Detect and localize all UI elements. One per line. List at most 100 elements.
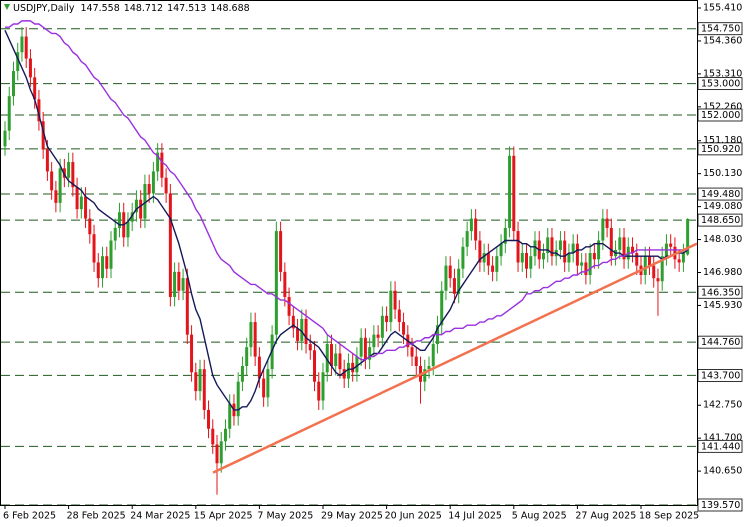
candle-body	[117, 212, 121, 228]
trend-line	[212, 242, 698, 474]
level-label: 146.350	[701, 287, 740, 298]
candle-body	[190, 334, 194, 373]
level-label: 144.760	[701, 337, 740, 348]
candle-body	[601, 218, 605, 241]
x-tick-label: 29 May 2025	[321, 511, 383, 522]
candle-body	[266, 369, 270, 398]
candle-body	[567, 253, 571, 263]
candle-body	[33, 77, 37, 100]
candle-body	[427, 366, 431, 370]
candle-body	[647, 256, 651, 266]
candle-body	[101, 256, 105, 279]
candle-body	[283, 271, 287, 297]
candle-body	[478, 240, 482, 263]
candle-body	[168, 193, 172, 297]
candle-body	[156, 152, 160, 172]
candle-body	[597, 240, 601, 260]
candle-body	[563, 240, 567, 263]
candle-body	[541, 253, 545, 260]
candle-body	[219, 441, 223, 464]
candle-body	[457, 268, 461, 294]
candle-body	[609, 227, 613, 257]
candle-body	[491, 265, 495, 272]
candle-body	[92, 234, 96, 263]
candle-body	[28, 58, 32, 78]
x-tick-label: 6 Feb 2025	[3, 511, 56, 522]
symbol-icon	[4, 4, 10, 10]
y-tick-label: 149.080	[703, 201, 742, 212]
candle-body	[516, 231, 520, 263]
x-tick-label: 7 May 2025	[257, 511, 313, 522]
candle-body	[67, 162, 71, 178]
candle-body	[431, 344, 435, 367]
chart-header: USDJPY,Daily 147.558 148.712 147.513 148.688	[13, 3, 250, 14]
candle-body	[414, 356, 418, 367]
y-tick-label: 153.310	[703, 68, 742, 79]
candle-body	[592, 253, 596, 260]
header-open: 147.558	[80, 3, 119, 14]
candle-body	[346, 362, 350, 379]
header-close: 148.688	[210, 3, 249, 14]
candle-body	[215, 444, 219, 464]
candle-body	[448, 265, 452, 279]
candle-body	[461, 246, 465, 269]
x-tick-label: 28 Feb 2025	[67, 511, 126, 522]
level-label-box	[697, 335, 743, 349]
candle-body	[257, 356, 261, 379]
candle-body	[54, 190, 58, 203]
candle-body	[681, 253, 685, 263]
level-label: 149.480	[701, 189, 740, 200]
candle-body	[512, 155, 516, 232]
candle-body	[113, 227, 117, 241]
candle-body	[631, 246, 635, 254]
candle-body	[313, 350, 317, 382]
y-tick-label: 142.750	[703, 400, 742, 411]
candle-body	[16, 52, 20, 72]
candle-body	[546, 237, 550, 254]
y-tick-label: 141.700	[703, 433, 742, 444]
x-tick-label: 24 Mar 2025	[130, 511, 190, 522]
candle-body	[75, 187, 79, 210]
candle-body	[287, 296, 291, 316]
candle-body	[300, 318, 304, 341]
candle-body	[160, 152, 164, 178]
candle-body	[393, 290, 397, 310]
candle-body	[355, 356, 359, 373]
candle-body	[130, 212, 134, 222]
candle-body	[380, 315, 384, 338]
candle-body	[304, 318, 308, 345]
candle-body	[84, 196, 88, 219]
candle-body	[342, 369, 346, 379]
candle-body	[249, 322, 253, 348]
y-tick-label: 154.360	[703, 35, 742, 46]
candle-body	[440, 290, 444, 326]
level-label-box	[697, 498, 743, 512]
candle-body	[291, 315, 295, 329]
level-label: 150.920	[701, 144, 740, 155]
x-tick-label: 5 Aug 2025	[512, 511, 567, 522]
x-tick-label: 20 Jun 2025	[385, 511, 442, 522]
candle-body	[109, 240, 113, 269]
candle-body	[228, 403, 232, 429]
candle-body	[139, 199, 143, 219]
level-label-box	[697, 439, 743, 453]
candle-body	[262, 378, 266, 398]
x-tick-label: 15 Apr 2025	[194, 511, 253, 522]
candle-body	[423, 369, 427, 382]
header-high: 148.712	[124, 3, 163, 14]
candle-body	[376, 334, 380, 338]
level-label-box	[697, 108, 743, 122]
y-tick-label: 150.130	[703, 168, 742, 179]
level-label-box	[697, 22, 743, 36]
candle-body	[351, 362, 355, 373]
candle-body	[45, 149, 49, 172]
y-tick-label: 152.260	[703, 101, 742, 112]
candle-body	[194, 372, 198, 392]
candle-body	[274, 231, 278, 335]
candle-body	[686, 218, 690, 255]
candle-body	[41, 121, 45, 150]
moving-average-line	[4, 29, 689, 411]
level-label-box	[697, 77, 743, 91]
candle-body	[79, 196, 83, 210]
